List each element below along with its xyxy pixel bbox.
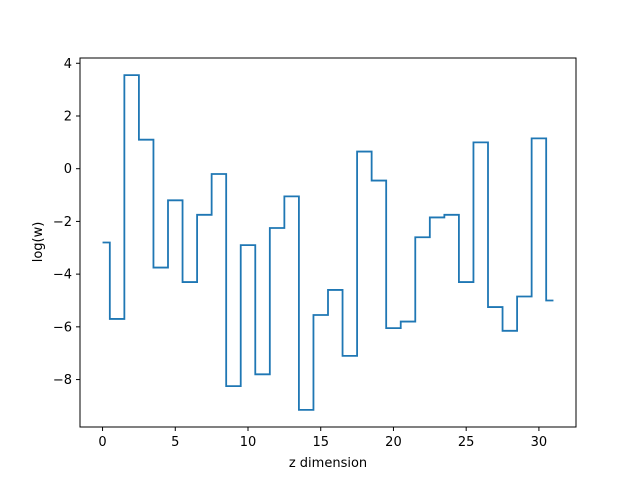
x-tick-label: 0 xyxy=(98,435,106,450)
x-tick-label: 20 xyxy=(385,435,402,450)
y-tick-label: 2 xyxy=(64,109,72,124)
y-tick-label: −6 xyxy=(53,320,72,335)
x-tick-label: 30 xyxy=(531,435,548,450)
x-tick-label: 25 xyxy=(458,435,475,450)
y-axis-label: log(w) xyxy=(31,222,46,263)
x-tick-label: 5 xyxy=(171,435,179,450)
y-tick-label: 0 xyxy=(64,162,72,177)
series-step-line xyxy=(102,74,554,411)
x-axis-label: z dimension xyxy=(289,456,367,471)
y-tick-label: −4 xyxy=(53,268,72,283)
x-tick-label: 10 xyxy=(240,435,257,450)
y-tick-label: −2 xyxy=(53,215,72,230)
x-tick-label: 15 xyxy=(312,435,329,450)
plot-content xyxy=(102,74,554,411)
y-tick-label: −8 xyxy=(53,373,72,388)
y-axis-ticks: −8 −6 −4 −2 0 2 4 xyxy=(53,57,80,388)
x-axis-ticks: 0 5 10 15 20 25 30 xyxy=(98,427,547,450)
axes-frame xyxy=(79,57,577,428)
y-tick-label: 4 xyxy=(64,57,72,72)
